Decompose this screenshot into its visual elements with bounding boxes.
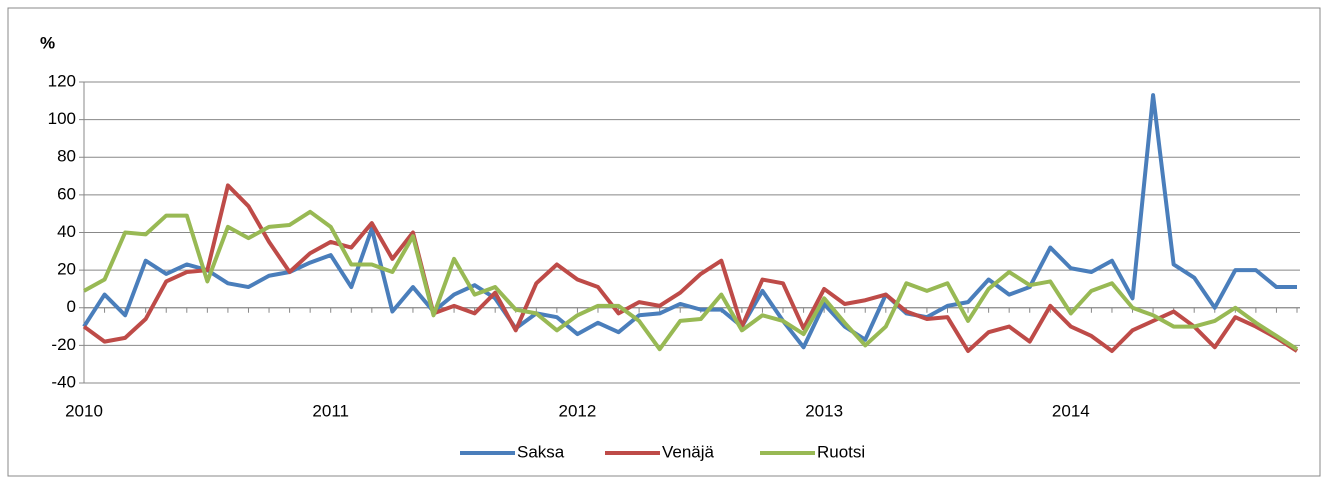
y-tick-label: 80 bbox=[57, 147, 76, 166]
x-tick-label: 2010 bbox=[65, 401, 103, 420]
x-tick-label: 2012 bbox=[559, 401, 597, 420]
y-tick-label: 40 bbox=[57, 222, 76, 241]
x-tick-label: 2011 bbox=[312, 401, 349, 420]
y-axis-label: % bbox=[40, 33, 55, 52]
chart-frame bbox=[7, 7, 1321, 477]
legend-label: Venäjä bbox=[662, 442, 715, 461]
legend-label: Ruotsi bbox=[817, 442, 865, 461]
y-tick-label: 0 bbox=[67, 297, 76, 316]
y-tick-label: 120 bbox=[48, 71, 76, 90]
line-series bbox=[82, 93, 1297, 350]
x-tick-label: 2013 bbox=[805, 401, 843, 420]
y-tick-label: 100 bbox=[48, 109, 76, 128]
x-tick-label: 2014 bbox=[1052, 401, 1090, 420]
line-series bbox=[83, 209, 1299, 352]
y-tick-label: 60 bbox=[57, 184, 76, 203]
legend-label: Saksa bbox=[517, 442, 565, 461]
y-tick-label: -20 bbox=[51, 335, 76, 354]
y-tick-label: 20 bbox=[57, 260, 76, 279]
line-series bbox=[82, 183, 1299, 354]
y-tick-label: -40 bbox=[51, 372, 76, 391]
